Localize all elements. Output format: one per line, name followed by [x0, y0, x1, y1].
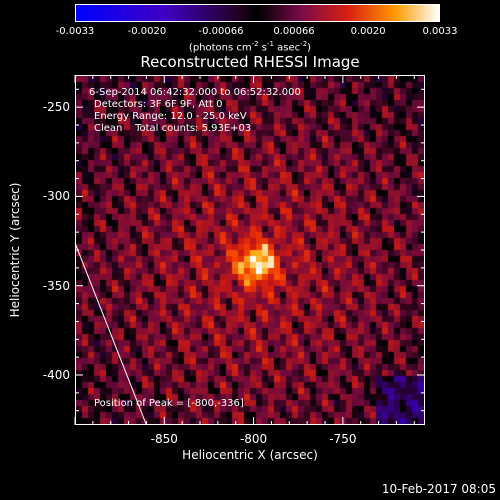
- x-tick-label: -750: [329, 432, 357, 446]
- colorbar-tick-label: 0.0020: [350, 26, 386, 37]
- y-axis-label: Heliocentric Y (arcsec): [8, 182, 22, 318]
- heatmap-image: [76, 76, 424, 424]
- y-tick-label: -250: [42, 100, 70, 115]
- info-peak: Position of Peak = [-800,-336]: [94, 398, 244, 409]
- plot-area: 6-Sep-2014 06:42:32.000 to 06:52:32.000 …: [75, 75, 425, 425]
- colorbar: [75, 4, 440, 22]
- y-tick-label: -400: [42, 368, 70, 382]
- solar-limb-line: [74, 242, 147, 426]
- footer-timestamp: 10-Feb-2017 08:05: [381, 482, 496, 496]
- colorbar-tick-label: -0.0033: [55, 26, 95, 37]
- info-time: 6-Sep-2014 06:42:32.000 to 06:52:32.000: [89, 87, 301, 98]
- colorbar-tick-label: -0.00066: [198, 26, 244, 37]
- info-energy: Energy Range: 12.0 - 25.0 keV: [94, 111, 247, 122]
- x-tick-label: -850: [150, 432, 178, 446]
- colorbar-tick-label: -0.0020: [127, 26, 167, 37]
- x-axis-label: Heliocentric X (arcsec): [182, 448, 318, 462]
- colorbar-tick-label: 0.0033: [422, 26, 458, 37]
- colorbar-gradient: [76, 5, 439, 21]
- info-clean: Clean Total counts: 5.93E+03: [94, 123, 252, 134]
- y-tick-label: -350: [42, 278, 70, 293]
- colorbar-units: (photons cm-2 s-1 asec-2): [188, 40, 312, 54]
- chart-title: Reconstructed RHESSI Image: [140, 53, 360, 71]
- y-tick-label: -300: [42, 189, 70, 204]
- x-tick-label: -800: [239, 432, 268, 446]
- info-detectors: Detectors: 3F 6F 9F, Att 0: [94, 99, 223, 110]
- colorbar-tick-label: 0.00066: [273, 26, 315, 37]
